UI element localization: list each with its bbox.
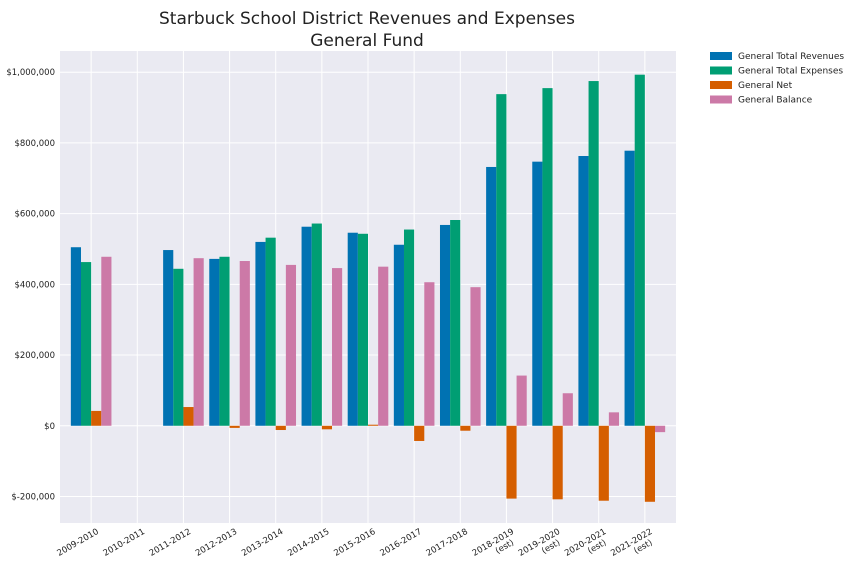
bar — [470, 287, 481, 426]
bar — [403, 229, 415, 426]
legend-swatch — [710, 66, 732, 75]
bar — [173, 268, 184, 426]
x-tick-label: 2013-2014 — [240, 527, 285, 559]
bar — [193, 258, 204, 426]
bar — [414, 425, 425, 441]
bar — [229, 425, 240, 428]
y-tick-label: $1,000,000 — [6, 68, 55, 78]
bars-layer — [70, 74, 666, 502]
bar — [424, 282, 435, 426]
x-tick-label: 2012-2013 — [194, 527, 239, 559]
legend-label: General Balance — [738, 96, 813, 106]
y-tick-label: $600,000 — [14, 210, 55, 220]
x-tick-label: 2010-2011 — [102, 527, 147, 559]
bar — [368, 424, 379, 426]
bar — [219, 256, 230, 426]
bar — [275, 425, 286, 431]
x-tick-label: 2014-2015 — [286, 527, 331, 559]
bar — [209, 258, 220, 426]
bar — [255, 241, 266, 426]
x-tick-label: 2009-2010 — [56, 527, 101, 559]
bar — [91, 410, 102, 426]
bar — [332, 268, 343, 426]
bar — [542, 88, 553, 426]
bar — [357, 233, 368, 426]
y-tick-label: $200,000 — [14, 351, 55, 361]
bar — [486, 166, 497, 426]
legend: General Total Revenues General Total Expe… — [710, 52, 844, 106]
bar — [578, 156, 589, 426]
y-tick-label: $-200,000 — [11, 492, 55, 502]
bar — [624, 150, 635, 426]
bar — [70, 247, 81, 426]
x-tick-label: 2017-2018 — [425, 527, 470, 559]
legend-swatch — [710, 95, 732, 104]
bar — [101, 256, 112, 426]
y-tick-label: $400,000 — [14, 280, 55, 290]
bar — [552, 425, 563, 500]
bar — [239, 261, 250, 426]
x-tick-label: 2011-2012 — [148, 527, 193, 559]
y-tick-label: $800,000 — [14, 139, 55, 149]
bar — [655, 425, 666, 433]
bar — [393, 244, 404, 426]
x-tick-label: 2015-2016 — [332, 527, 377, 559]
x-axis-ticks: 2009-2010 2010-2011 2011-2012 2012-2013 2013… — [56, 527, 655, 559]
bar — [516, 375, 527, 426]
bar — [506, 425, 517, 499]
bar — [80, 262, 92, 426]
y-tick-label: $0 — [44, 422, 55, 432]
legend-label: General Net — [738, 81, 793, 91]
bar — [301, 226, 312, 426]
bar — [347, 232, 358, 426]
bar — [496, 94, 507, 426]
chart-subtitle: General Fund — [310, 31, 424, 51]
legend-swatch — [710, 81, 732, 89]
bar — [439, 224, 451, 426]
bar — [450, 220, 461, 426]
legend-label: General Total Expenses — [738, 67, 843, 77]
bar — [562, 393, 573, 426]
legend-label: General Total Revenues — [738, 52, 844, 62]
x-tick-label: 2016-2017 — [379, 527, 424, 559]
bar — [634, 74, 645, 426]
bar — [321, 425, 333, 430]
bar — [163, 250, 174, 426]
bar — [532, 161, 543, 426]
bar — [285, 264, 297, 426]
bar — [311, 223, 322, 426]
y-axis-ticks: $-200,000 $0 $200,000 $400,000 $600,000 $800,… — [6, 68, 55, 502]
bar — [598, 425, 609, 501]
bar — [265, 237, 276, 426]
bar — [460, 425, 471, 431]
bar — [644, 425, 656, 502]
bar — [378, 266, 389, 426]
legend-swatch — [710, 52, 732, 60]
bar — [183, 407, 194, 426]
bar — [608, 412, 620, 426]
bar — [588, 81, 599, 426]
chart-title: Starbuck School District Revenues and Ex… — [159, 9, 575, 29]
